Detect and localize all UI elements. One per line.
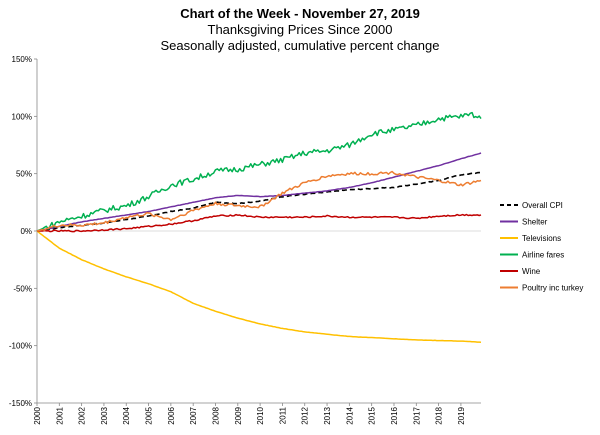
- x-tick-label: 2017: [412, 406, 421, 424]
- x-tick-label: 2011: [278, 406, 287, 424]
- y-tick-label: 150%: [12, 55, 32, 64]
- legend-label-televisions: Televisions: [522, 234, 561, 243]
- x-tick-label: 2013: [323, 406, 332, 424]
- y-tick-label: -150%: [9, 399, 32, 408]
- series-line-shelter: [36, 152, 482, 232]
- legend-label-poultry-inc-turkey: Poultry inc turkey: [522, 284, 583, 293]
- x-tick-label: 2003: [100, 406, 109, 424]
- x-tick-label: 2019: [457, 406, 466, 424]
- x-tick-label: 2016: [390, 406, 399, 424]
- chart-title: Chart of the Week - November 27, 2019: [180, 6, 420, 21]
- y-tick-label: 0%: [20, 227, 32, 236]
- y-tick-label: 50%: [16, 170, 32, 179]
- x-tick-label: 2012: [301, 406, 310, 424]
- y-tick-label: -50%: [13, 284, 32, 293]
- chart-subtitle: Thanksgiving Prices Since 2000: [207, 22, 393, 37]
- series-line-poultry-inc-turkey: [36, 170, 482, 232]
- x-tick-label: 2001: [55, 406, 64, 424]
- series-line-wine: [37, 213, 482, 233]
- x-tick-label: 2006: [167, 406, 176, 424]
- legend-label-airline-fares: Airline fares: [522, 251, 564, 260]
- x-tick-label: 2018: [435, 406, 444, 424]
- y-tick-label: -100%: [9, 342, 32, 351]
- series-line-televisions: [36, 230, 482, 343]
- x-tick-label: 2000: [33, 406, 42, 424]
- x-tick-label: 2007: [189, 406, 198, 424]
- x-tick-label: 2005: [145, 406, 154, 424]
- legend-label-shelter: Shelter: [522, 218, 548, 227]
- y-tick-label: 100%: [12, 112, 32, 121]
- x-tick-label: 2008: [211, 406, 220, 424]
- x-tick-label: 2010: [256, 406, 265, 424]
- x-tick-label: 2009: [234, 406, 243, 424]
- x-tick-label: 2014: [345, 406, 354, 424]
- series-line-airline-fares: [36, 111, 482, 232]
- x-tick-label: 2015: [368, 406, 377, 424]
- legend-label-wine: Wine: [522, 267, 541, 276]
- x-tick-label: 2004: [122, 406, 131, 424]
- chart-subtitle-2: Seasonally adjusted, cumulative percent …: [160, 38, 440, 53]
- series-line-overall-cpi: [36, 171, 482, 232]
- chart-titles: Chart of the Week - November 27, 2019 Th…: [0, 0, 600, 54]
- x-tick-label: 2002: [78, 406, 87, 424]
- legend-label-overall-cpi: Overall CPI: [522, 201, 563, 210]
